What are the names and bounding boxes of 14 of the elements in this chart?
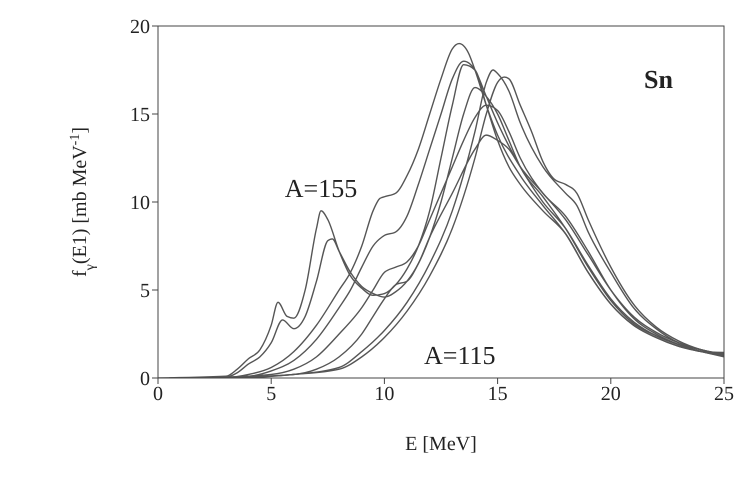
x-axis-title: E [MeV] bbox=[405, 433, 477, 456]
x-tick-label: 20 bbox=[600, 383, 621, 406]
y-tick-label: 10 bbox=[130, 192, 150, 214]
x-tick-label: 15 bbox=[488, 383, 508, 406]
x-tick-label: 10 bbox=[374, 383, 394, 406]
annotation: A=115 bbox=[424, 341, 496, 370]
y-tick-label: 15 bbox=[130, 104, 150, 126]
y-tick-label: 20 bbox=[130, 16, 150, 38]
x-tick-label: 5 bbox=[266, 383, 276, 406]
y-tick-label: 5 bbox=[140, 280, 150, 302]
annotation: Sn bbox=[644, 65, 674, 94]
x-tick-label: 25 bbox=[714, 383, 734, 406]
y-tick-label: 0 bbox=[140, 368, 150, 390]
annotation: A=155 bbox=[284, 174, 358, 203]
